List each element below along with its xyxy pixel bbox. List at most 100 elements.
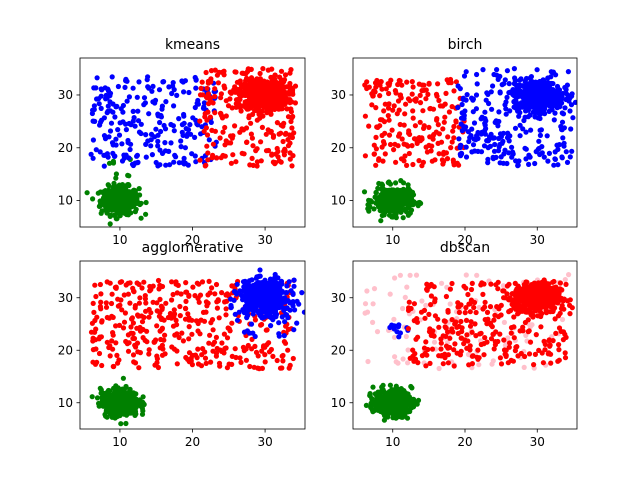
data-point: [181, 155, 187, 161]
data-point: [401, 122, 407, 128]
data-point: [218, 91, 224, 97]
data-point: [564, 159, 571, 165]
data-point: [275, 80, 282, 86]
data-point: [523, 156, 529, 162]
data-point: [443, 90, 449, 96]
data-point: [260, 66, 266, 72]
data-point: [497, 331, 503, 337]
data-point: [107, 108, 113, 114]
data-point: [551, 162, 557, 168]
data-point: [382, 403, 388, 409]
data-point: [218, 95, 224, 101]
data-point: [93, 147, 99, 153]
data-point: [373, 403, 379, 409]
data-point: [396, 107, 402, 113]
data-point: [526, 328, 532, 334]
data-point: [480, 291, 486, 297]
data-point: [449, 139, 455, 145]
data-point: [445, 134, 451, 140]
data-point: [246, 291, 252, 298]
data-point: [137, 397, 143, 403]
data-point: [155, 277, 162, 284]
data-point: [93, 326, 99, 332]
data-point: [182, 160, 188, 166]
data-point: [163, 300, 169, 306]
data-point: [382, 101, 388, 107]
data-point: [461, 283, 467, 289]
data-point: [268, 323, 274, 329]
data-point: [254, 294, 260, 300]
data-point: [292, 83, 299, 89]
data-point: [484, 309, 491, 315]
data-point: [262, 304, 268, 310]
data-point: [185, 127, 192, 133]
data-point: [217, 363, 223, 369]
data-point: [534, 67, 540, 73]
data-point: [291, 327, 297, 333]
data-point: [234, 317, 241, 323]
data-point: [533, 149, 539, 155]
data-point: [289, 163, 295, 169]
data-point: [264, 95, 270, 101]
subplot-title: agglomerative: [142, 240, 244, 256]
data-point: [131, 401, 137, 407]
data-point: [438, 346, 444, 352]
data-point: [118, 421, 124, 427]
data-point: [532, 351, 539, 357]
data-point: [556, 342, 562, 348]
data-point: [104, 339, 110, 345]
data-point: [431, 339, 438, 345]
data-point: [109, 291, 115, 297]
data-point: [370, 319, 376, 325]
data-point: [186, 336, 192, 342]
data-point: [121, 292, 127, 298]
data-point: [162, 140, 168, 146]
data-point: [276, 333, 282, 339]
data-point: [234, 281, 240, 287]
data-point: [161, 337, 167, 343]
data-point: [97, 198, 103, 204]
data-point: [560, 329, 567, 335]
data-point: [465, 129, 471, 135]
data-point: [124, 78, 130, 84]
data-point: [423, 144, 429, 150]
data-point: [425, 346, 431, 353]
data-point: [141, 95, 148, 101]
data-point: [413, 272, 420, 278]
data-point: [284, 84, 290, 90]
data-point: [193, 117, 199, 123]
data-point: [110, 332, 116, 338]
data-point: [482, 335, 488, 341]
data-point: [517, 133, 523, 139]
data-point: [559, 119, 566, 125]
data-point: [385, 105, 392, 111]
data-point: [482, 116, 488, 122]
data-point: [248, 120, 254, 126]
data-point: [545, 80, 551, 86]
data-point: [246, 113, 252, 119]
data-point: [224, 298, 230, 304]
data-point: [134, 160, 141, 166]
data-point: [456, 309, 462, 315]
data-point: [265, 67, 271, 73]
data-point: [451, 123, 457, 130]
data-point: [168, 140, 174, 146]
data-point: [262, 359, 268, 365]
data-point: [489, 324, 495, 330]
data-point: [215, 80, 221, 86]
data-point: [118, 208, 124, 214]
data-point: [386, 101, 392, 107]
data-point: [107, 90, 114, 96]
data-point: [143, 199, 149, 206]
data-point: [410, 84, 416, 90]
data-point: [117, 412, 123, 419]
data-point: [456, 136, 462, 142]
data-point: [276, 158, 282, 164]
data-point: [440, 103, 446, 109]
data-point: [511, 314, 517, 320]
data-point: [154, 300, 160, 306]
data-point: [507, 108, 513, 114]
data-point: [526, 351, 533, 357]
data-point: [498, 134, 504, 140]
data-point: [113, 216, 119, 222]
